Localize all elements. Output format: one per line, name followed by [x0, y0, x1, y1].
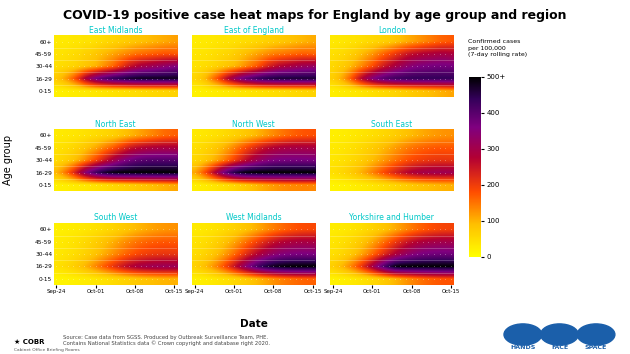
Title: East Midlands: East Midlands	[89, 25, 142, 35]
Text: FACE: FACE	[551, 345, 568, 350]
Title: South West: South West	[94, 213, 137, 222]
Title: London: London	[378, 25, 406, 35]
Text: Cabinet Office Briefing Rooms: Cabinet Office Briefing Rooms	[14, 348, 79, 352]
Title: West Midlands: West Midlands	[226, 213, 282, 222]
Title: North West: North West	[232, 120, 275, 129]
Text: HANDS: HANDS	[510, 345, 536, 350]
Title: Yorkshire and Humber: Yorkshire and Humber	[350, 213, 434, 222]
Text: Date: Date	[239, 319, 268, 329]
Text: SPACE: SPACE	[585, 345, 607, 350]
Text: ★ COBR: ★ COBR	[14, 339, 44, 345]
Title: East of England: East of England	[224, 25, 284, 35]
Title: South East: South East	[371, 120, 413, 129]
Text: COVID-19 positive case heat maps for England by age group and region: COVID-19 positive case heat maps for Eng…	[63, 9, 567, 22]
Title: North East: North East	[95, 120, 135, 129]
Text: Source: Case data from SGSS. Produced by Outbreak Surveillance Team, PHE.
Contai: Source: Case data from SGSS. Produced by…	[63, 335, 270, 346]
Text: Age group: Age group	[3, 135, 13, 185]
Text: Confirmed cases
per 100,000
(7-day rolling rate): Confirmed cases per 100,000 (7-day rolli…	[468, 39, 527, 57]
